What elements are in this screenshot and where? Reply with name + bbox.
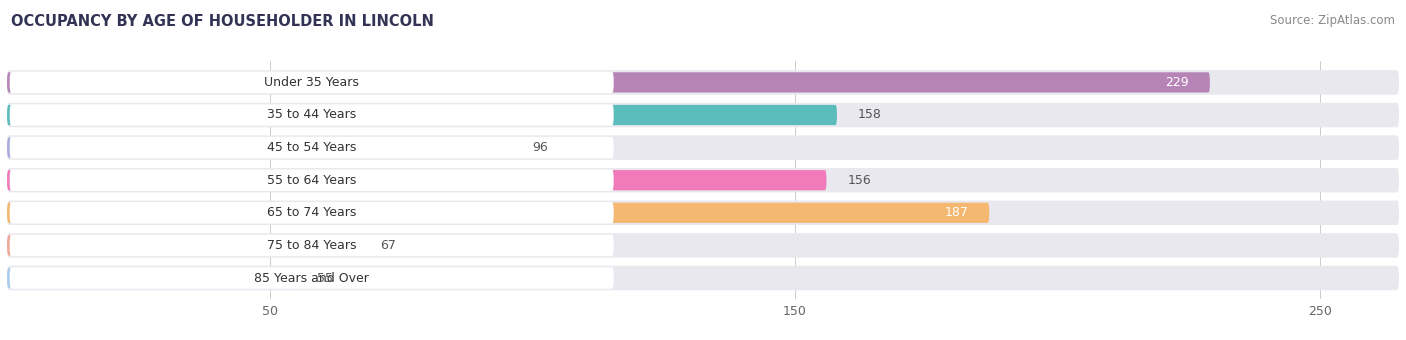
FancyBboxPatch shape (10, 137, 613, 158)
Text: 156: 156 (848, 174, 872, 187)
Text: 55 to 64 Years: 55 to 64 Years (267, 174, 356, 187)
Text: Source: ZipAtlas.com: Source: ZipAtlas.com (1270, 14, 1395, 27)
FancyBboxPatch shape (7, 70, 1399, 95)
Text: 158: 158 (858, 108, 882, 121)
FancyBboxPatch shape (10, 267, 613, 289)
Text: 75 to 84 Years: 75 to 84 Years (267, 239, 357, 252)
FancyBboxPatch shape (7, 266, 1399, 290)
FancyBboxPatch shape (7, 268, 295, 288)
FancyBboxPatch shape (10, 72, 613, 93)
FancyBboxPatch shape (7, 170, 827, 190)
Text: 65 to 74 Years: 65 to 74 Years (267, 206, 356, 219)
Text: 35 to 44 Years: 35 to 44 Years (267, 108, 356, 121)
Text: 67: 67 (380, 239, 396, 252)
FancyBboxPatch shape (7, 105, 837, 125)
FancyBboxPatch shape (10, 169, 613, 191)
FancyBboxPatch shape (7, 135, 1399, 160)
FancyBboxPatch shape (7, 72, 1211, 92)
FancyBboxPatch shape (10, 202, 613, 224)
FancyBboxPatch shape (7, 233, 1399, 258)
Text: 96: 96 (533, 141, 548, 154)
Text: 229: 229 (1166, 76, 1189, 89)
FancyBboxPatch shape (7, 103, 1399, 127)
Text: 45 to 54 Years: 45 to 54 Years (267, 141, 356, 154)
FancyBboxPatch shape (7, 137, 512, 158)
Text: 85 Years and Over: 85 Years and Over (254, 272, 370, 285)
FancyBboxPatch shape (7, 168, 1399, 192)
Text: 55: 55 (316, 272, 333, 285)
Text: 187: 187 (945, 206, 969, 219)
FancyBboxPatch shape (7, 201, 1399, 225)
Text: OCCUPANCY BY AGE OF HOUSEHOLDER IN LINCOLN: OCCUPANCY BY AGE OF HOUSEHOLDER IN LINCO… (11, 14, 434, 29)
FancyBboxPatch shape (10, 235, 613, 256)
Text: Under 35 Years: Under 35 Years (264, 76, 359, 89)
FancyBboxPatch shape (7, 235, 359, 256)
FancyBboxPatch shape (10, 104, 613, 126)
FancyBboxPatch shape (7, 203, 990, 223)
